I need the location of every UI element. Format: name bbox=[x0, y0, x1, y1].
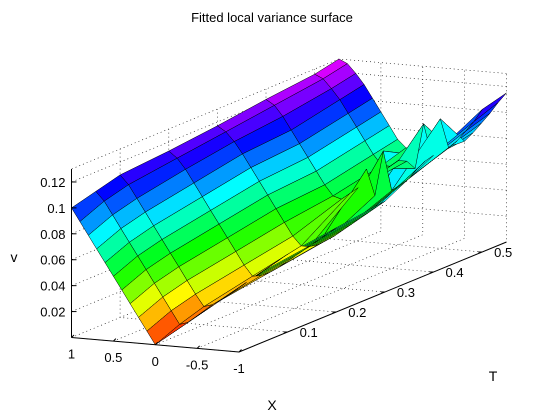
x-tick-mark bbox=[113, 338, 117, 342]
grid-line bbox=[155, 66, 424, 346]
surface bbox=[71, 58, 507, 346]
z-tick-label: 0.12 bbox=[40, 175, 65, 190]
x-tick-label: -1 bbox=[233, 361, 245, 376]
t-tick-label: 0.5 bbox=[494, 245, 512, 260]
x-tick-mark bbox=[196, 345, 200, 349]
grid-line bbox=[196, 69, 465, 349]
x-tick-label: 1 bbox=[68, 347, 75, 362]
x-tick-mark bbox=[71, 334, 75, 338]
t-tick-label: 0.3 bbox=[397, 285, 415, 300]
surface-patch bbox=[473, 92, 507, 122]
t-tick-label: 0.2 bbox=[348, 305, 366, 320]
z-tick-label: 0.04 bbox=[40, 279, 65, 294]
surface-patch bbox=[155, 322, 189, 346]
z-tick-label: 0.1 bbox=[47, 201, 65, 216]
z-tick-label: 0.08 bbox=[40, 227, 65, 242]
chart-title: Fitted local variance surface bbox=[191, 10, 353, 25]
z-tick-label: 0.06 bbox=[40, 253, 65, 268]
y-axis-label: T bbox=[489, 368, 498, 384]
t-tick-label: 0.4 bbox=[446, 265, 464, 280]
x-tick-mark bbox=[154, 341, 159, 346]
x-tick-mark bbox=[238, 349, 242, 353]
x-tick-label: 0 bbox=[152, 354, 159, 369]
z-axis-label: v bbox=[11, 249, 18, 265]
x-tick-label: 0.5 bbox=[104, 350, 122, 365]
t-tick-label: 0.1 bbox=[300, 325, 318, 340]
surface-patch bbox=[465, 102, 499, 132]
x-tick-label: -0.5 bbox=[186, 357, 208, 372]
x-axis-label: X bbox=[267, 397, 277, 413]
z-tick-label: 0.02 bbox=[40, 305, 65, 320]
tick-labels: 1 0.5 0 -0.5 -1 0.1 0.2 0.3 0.4 0.5 0.02 0.04 0.06 0.… bbox=[40, 175, 512, 376]
t-axis-line bbox=[238, 241, 507, 353]
